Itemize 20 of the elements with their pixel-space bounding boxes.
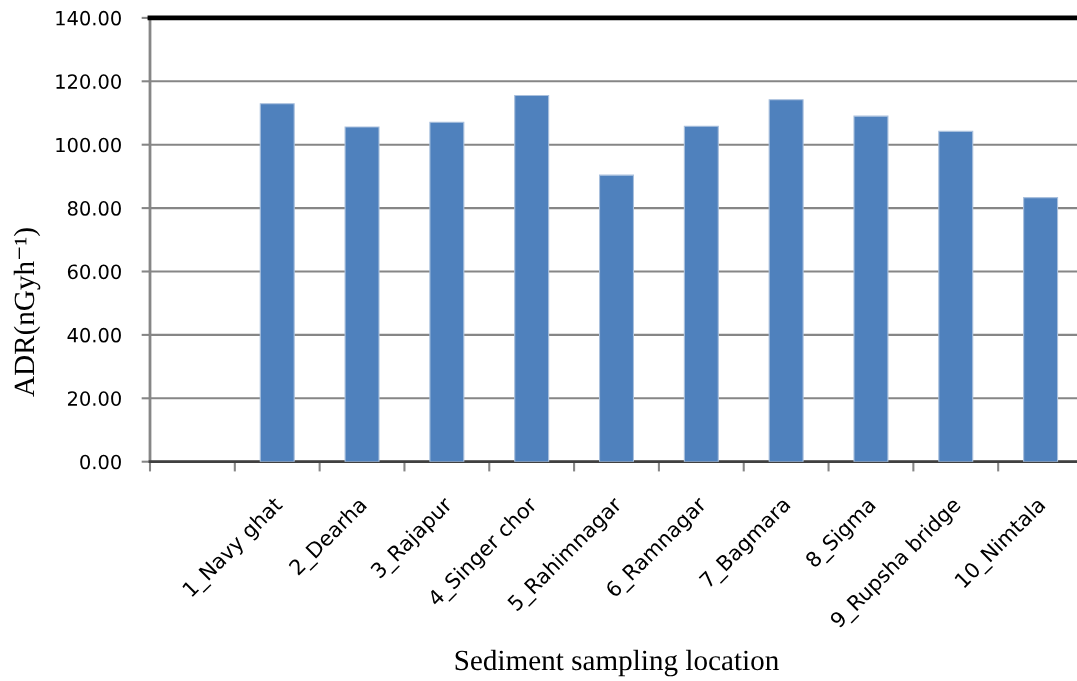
bar xyxy=(683,125,719,462)
bar xyxy=(259,103,295,462)
y-tick-label: 60.00 xyxy=(67,264,121,280)
bar xyxy=(938,130,974,462)
y-tick-label: 80.00 xyxy=(67,201,121,216)
y-tick-label: 40.00 xyxy=(67,327,121,343)
bar xyxy=(344,126,380,462)
y-tick-label: 120.00 xyxy=(56,74,121,89)
bar xyxy=(1023,197,1059,462)
y-tick-label: 0.00 xyxy=(80,454,121,470)
y-axis-title: ADR(nGyh⁻¹) xyxy=(13,228,41,397)
bar xyxy=(514,95,550,462)
y-tick-label: 20.00 xyxy=(67,391,121,406)
bar xyxy=(429,121,465,462)
y-tick-label: 140.00 xyxy=(56,10,121,26)
y-tick-label: 100.00 xyxy=(56,137,121,153)
bar xyxy=(598,174,635,462)
x-axis-title: Sediment sampling location xyxy=(455,649,779,677)
bar xyxy=(768,99,804,462)
bar xyxy=(853,115,889,462)
